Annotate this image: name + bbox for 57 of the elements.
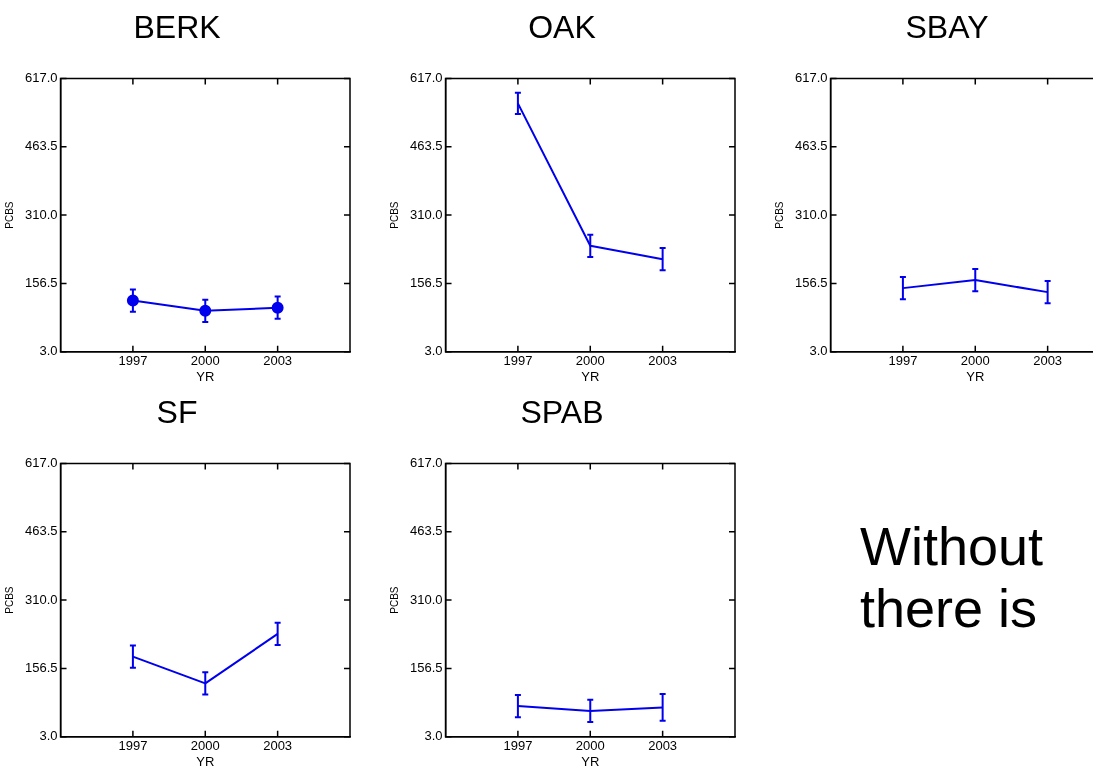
x-tick-label: 2000 xyxy=(190,738,220,754)
y-axis-title: PCBS xyxy=(388,586,400,614)
y-tick-label: 310.0 xyxy=(794,206,828,222)
chart-title: BERK xyxy=(133,9,221,46)
chart-title: SPAB xyxy=(520,394,604,431)
y-axis-title: PCBS xyxy=(3,586,15,614)
x-tick-label: 2003 xyxy=(263,353,293,369)
y-tick-label: 463.5 xyxy=(409,138,443,154)
y-tick-label: 463.5 xyxy=(24,523,58,539)
x-tick-label: 2000 xyxy=(575,353,605,369)
y-tick-label: 310.0 xyxy=(24,591,58,607)
y-tick-label: 3.0 xyxy=(809,343,828,359)
y-tick-label: 617.0 xyxy=(409,454,443,470)
y-tick-label: 463.5 xyxy=(794,138,828,154)
x-tick-label: 1997 xyxy=(118,353,148,369)
y-tick-label: 310.0 xyxy=(24,206,58,222)
chart-title: OAK xyxy=(528,9,596,46)
y-tick-label: 463.5 xyxy=(409,523,443,539)
y-tick-label: 156.5 xyxy=(24,660,58,676)
y-tick-label: 3.0 xyxy=(39,728,58,744)
y-tick-label: 156.5 xyxy=(409,660,443,676)
chart-title: SF xyxy=(156,394,198,431)
x-tick-label: 2003 xyxy=(263,738,293,754)
text: there is xyxy=(860,577,1039,639)
x-axis-title: YR xyxy=(581,753,600,769)
y-tick-label: 156.5 xyxy=(409,275,443,291)
y-tick-label: 617.0 xyxy=(409,69,443,85)
x-tick-label: 2003 xyxy=(648,353,678,369)
y-axis-title: PCBS xyxy=(3,201,15,229)
x-axis-title: YR xyxy=(196,753,215,769)
x-tick-label: 2000 xyxy=(960,353,990,369)
y-tick-label: 156.5 xyxy=(24,275,58,291)
x-tick-label: 2000 xyxy=(190,353,220,369)
y-axis-title: PCBS xyxy=(388,201,400,229)
x-axis-title: YR xyxy=(966,368,985,384)
y-tick-label: 310.0 xyxy=(409,591,443,607)
x-tick-label: 1997 xyxy=(503,353,533,369)
x-tick-label: 2003 xyxy=(1033,353,1063,369)
y-tick-label: 3.0 xyxy=(39,343,58,359)
y-tick-label: 617.0 xyxy=(24,454,58,470)
x-axis-title: YR xyxy=(196,368,215,384)
y-axis-title: PCBS xyxy=(773,201,785,229)
y-tick-label: 617.0 xyxy=(24,69,58,85)
y-tick-label: 156.5 xyxy=(794,275,828,291)
x-tick-label: 1997 xyxy=(888,353,918,369)
x-tick-label: 2003 xyxy=(648,738,678,754)
x-tick-label: 1997 xyxy=(503,738,533,754)
x-tick-label: 2000 xyxy=(575,738,605,754)
text: Without xyxy=(860,515,1044,577)
chart-title: SBAY xyxy=(905,9,989,46)
y-tick-label: 3.0 xyxy=(424,728,443,744)
y-tick-label: 310.0 xyxy=(409,206,443,222)
y-tick-label: 617.0 xyxy=(794,69,828,85)
x-tick-label: 1997 xyxy=(118,738,148,754)
y-tick-label: 463.5 xyxy=(24,138,58,154)
x-axis-title: YR xyxy=(581,368,600,384)
y-tick-label: 3.0 xyxy=(424,343,443,359)
